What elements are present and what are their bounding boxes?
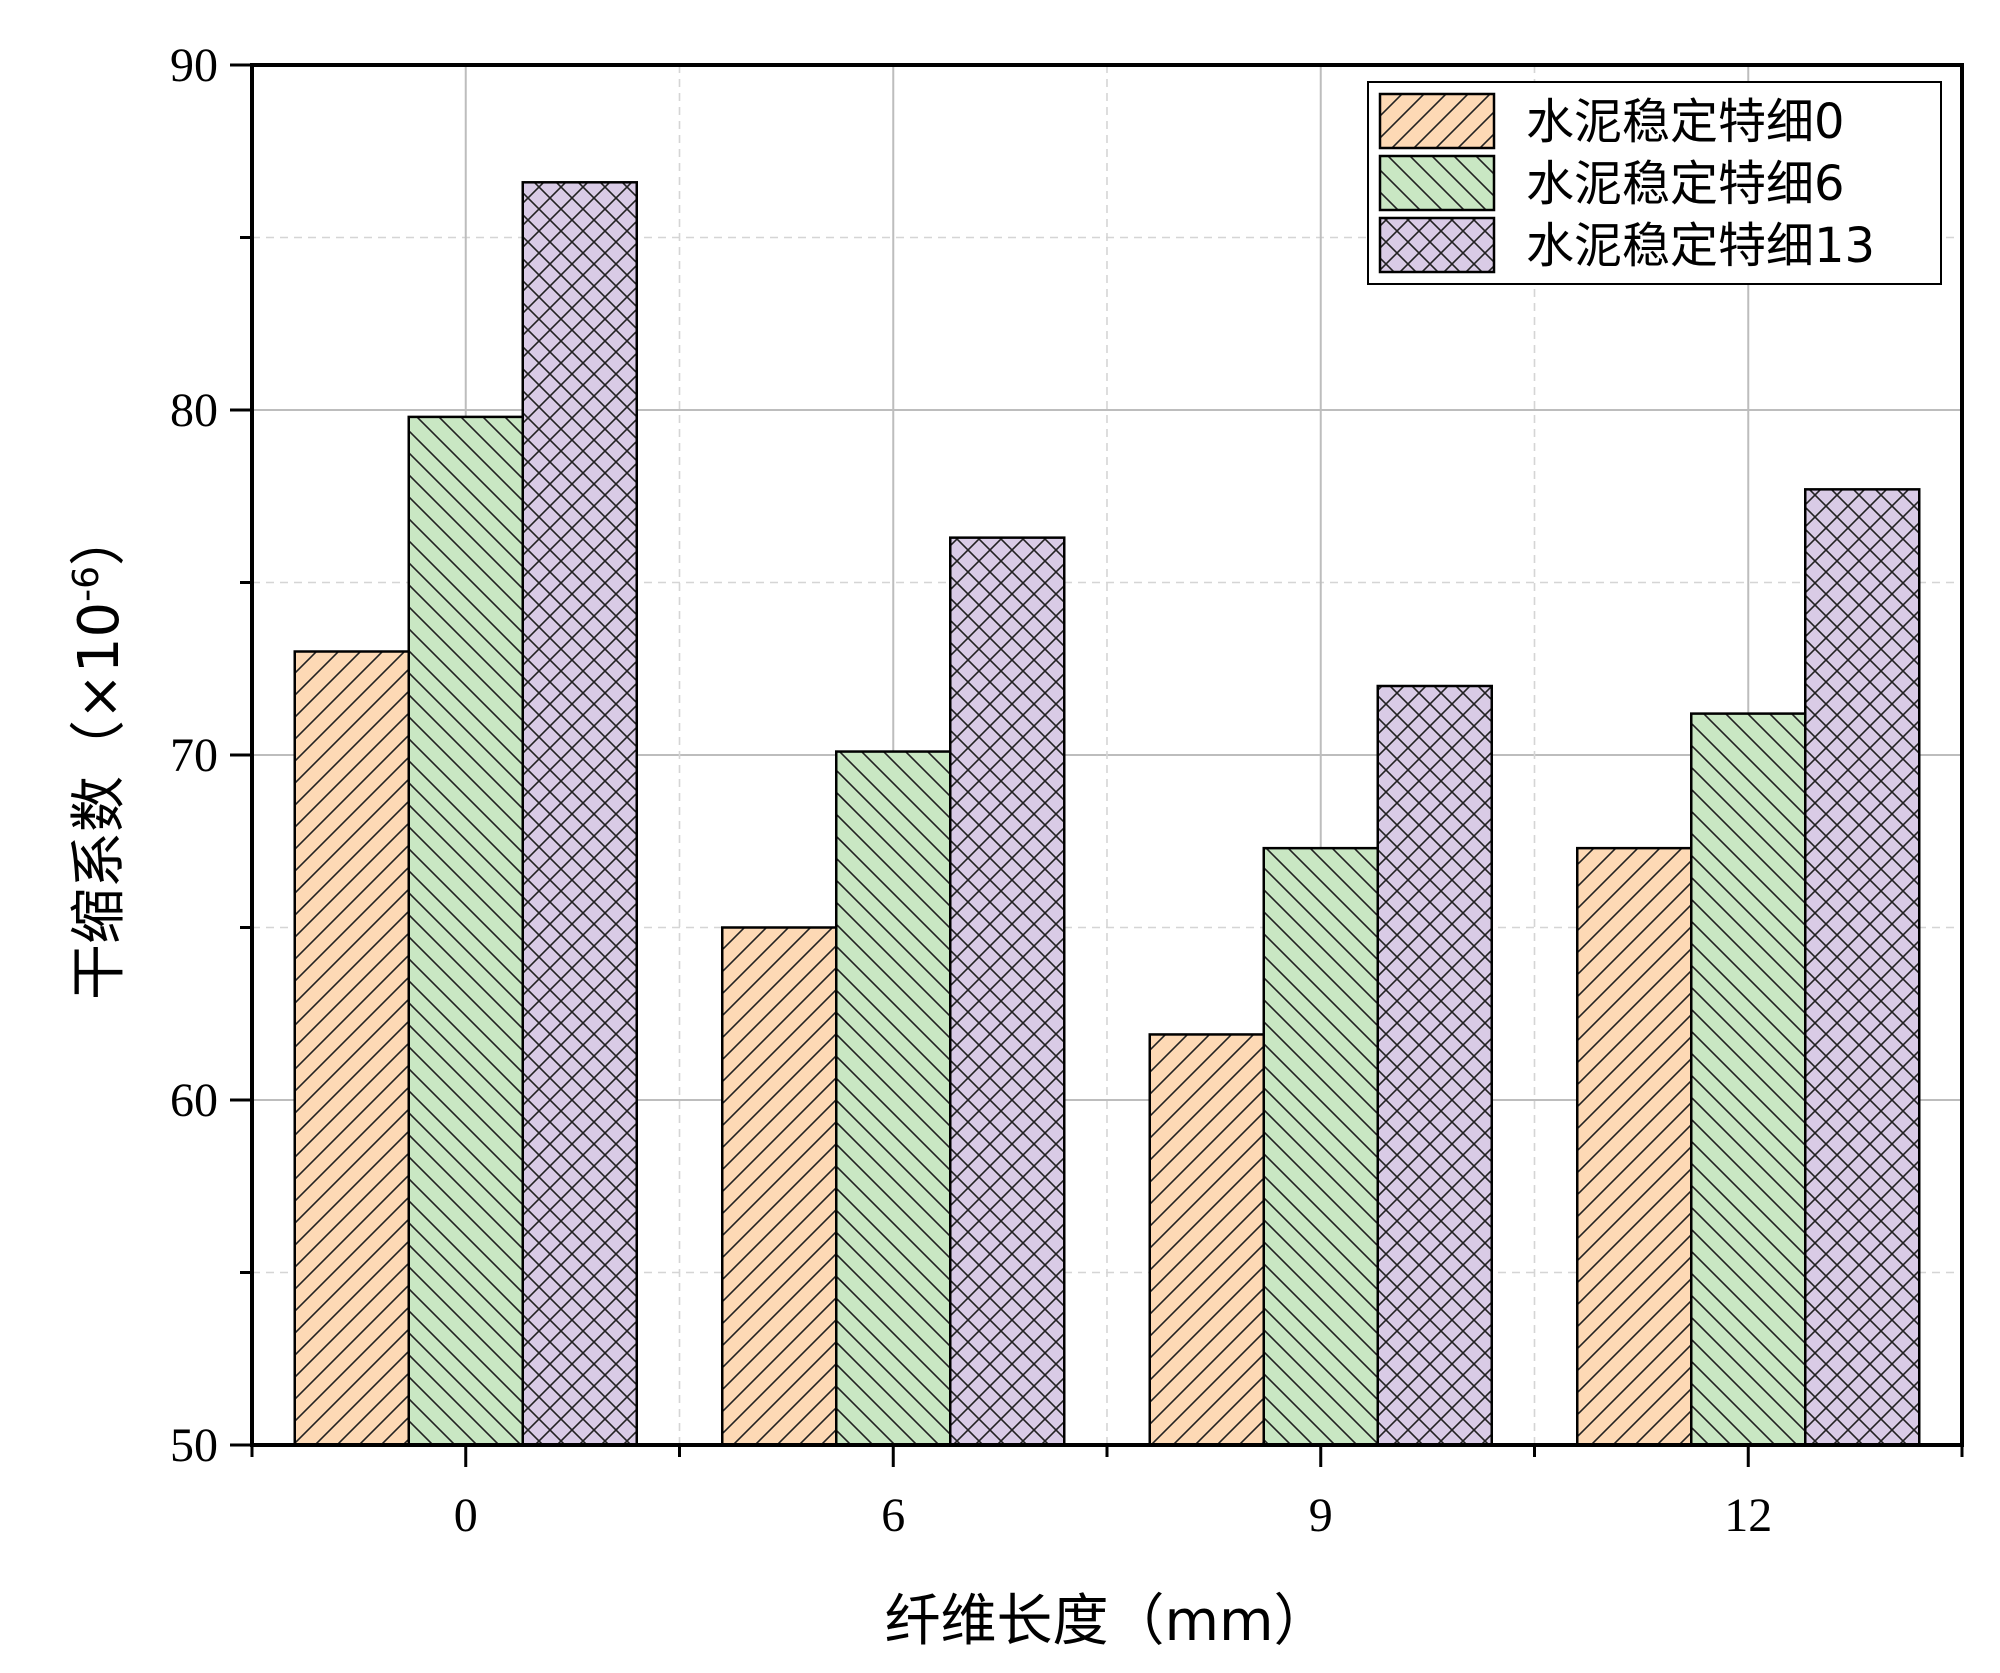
legend-swatch-1 (1378, 154, 1496, 212)
bars-layer (293, 181, 1921, 1447)
y-tick-label: 50 (170, 1419, 218, 1472)
bar-series-1-cat-2 (1262, 846, 1379, 1447)
axes-layer: 50 60 70 80 90 0 6 9 12 (170, 39, 1964, 1542)
y-tick-label: 80 (170, 384, 218, 437)
x-tick-label: 12 (1724, 1489, 1772, 1542)
bar-series-0-cat-2 (1148, 1033, 1265, 1447)
bar-series-2-cat-3 (1804, 488, 1921, 1447)
y-axis-title-main: 干缩系数（×10 (67, 602, 132, 1000)
legend-label-0: 水泥稳定特细0 (1526, 94, 1845, 150)
bar-series-2-cat-2 (1376, 684, 1493, 1447)
y-tick-label: 90 (170, 39, 218, 92)
y-tick-label: 60 (170, 1074, 218, 1127)
bar-series-0-cat-3 (1576, 846, 1693, 1447)
bar-series-0-cat-0 (293, 650, 410, 1447)
x-tick-label: 6 (881, 1489, 905, 1542)
legend-swatch-0 (1378, 92, 1496, 150)
legend-swatch-2 (1378, 216, 1496, 274)
legend: 水泥稳定特细0 水泥稳定特细6 水泥稳定特细13 (1367, 81, 1942, 285)
x-tick-label: 9 (1309, 1489, 1333, 1542)
bar-series-1-cat-1 (835, 750, 952, 1447)
y-tick-label: 70 (170, 729, 218, 782)
y-axis-title: 干缩系数（×10-6） (66, 510, 133, 1000)
bar-series-1-cat-0 (407, 415, 524, 1447)
bar-series-1-cat-3 (1690, 712, 1807, 1447)
bar-series-2-cat-1 (949, 536, 1066, 1447)
y-axis-title-close: ） (67, 510, 132, 566)
y-axis-title-superscript: -6 (66, 566, 107, 602)
legend-label-1: 水泥稳定特细6 (1526, 156, 1845, 212)
bar-series-2-cat-0 (521, 181, 638, 1447)
x-tick-label: 0 (454, 1489, 478, 1542)
x-axis-title: 纤维长度（mm） (884, 1589, 1329, 1654)
legend-label-2: 水泥稳定特细13 (1526, 218, 1875, 274)
bar-series-0-cat-1 (721, 926, 838, 1447)
